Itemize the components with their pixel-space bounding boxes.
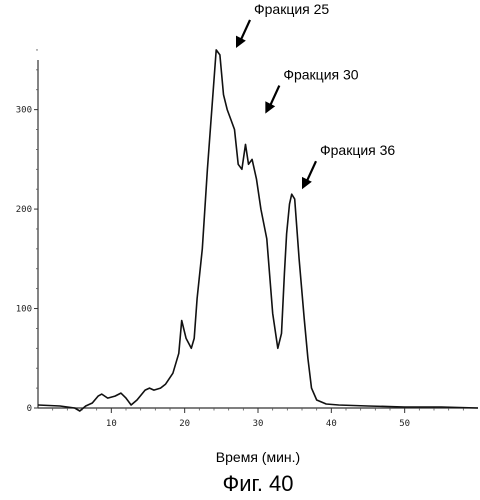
y-tick-label: 300 [16,106,32,116]
annotation-label: Фракция 36 [320,142,395,158]
y-tick-label: 0 [27,404,32,414]
x-tick-label: 50 [399,419,410,429]
x-tick-label: 40 [326,419,337,429]
figure-caption: Фиг. 40 [222,471,293,496]
annotations: Фракция 25 Фракция 30 Фракция 36 [236,1,395,189]
x-axis-label: Время (мин.) [216,449,300,465]
y-tick-label: 200 [16,205,32,215]
y-tick-label: 100 [16,305,32,315]
annotation-label: Фракция 30 [283,67,358,83]
x-tick-label: 30 [253,419,264,429]
axes [38,60,478,408]
x-tick-label: 10 [106,419,117,429]
chromatogram-line [38,50,478,411]
x-tick-label: 20 [179,419,190,429]
annotation-label: Фракция 25 [254,1,329,17]
ticks: 0 100 200 300 10 20 30 40 50 [16,50,464,429]
